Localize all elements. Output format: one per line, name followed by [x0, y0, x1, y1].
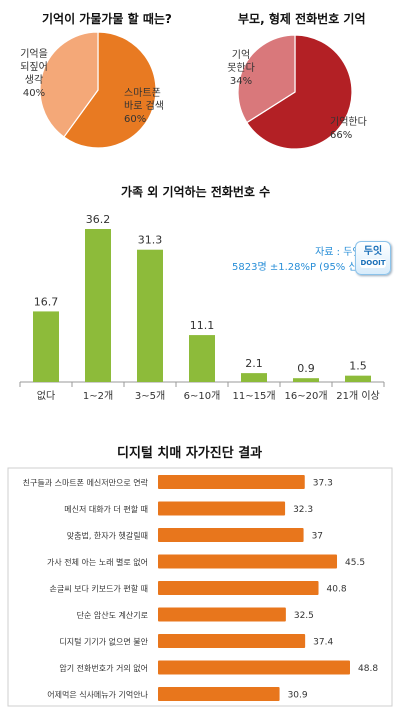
hbar-value-label: 30.9	[288, 691, 308, 701]
hbar-bar	[158, 634, 306, 648]
hbar-bar	[158, 554, 338, 569]
vbar-bar	[33, 311, 59, 382]
pie2-value-label: 66%	[330, 130, 352, 141]
hbar-value-label: 45.5	[345, 558, 365, 568]
pie1-slice-label: 기억을	[20, 48, 48, 60]
source-line2: 5823명 ±1.28%P (95% 신뢰수준)	[232, 262, 390, 273]
pie2-slice	[246, 34, 353, 150]
hbar-bar	[158, 501, 286, 516]
hbar-category-label: 맞춤법, 한자가 헷갈릴때	[67, 531, 148, 541]
vbar-category-label: 3~5개	[135, 390, 165, 402]
dooit-logo-subtext: DOOIT	[360, 259, 386, 268]
hbar-bar	[158, 581, 319, 595]
vbar-bar	[241, 373, 267, 382]
hbar-bar	[158, 687, 280, 701]
pie-chart-memory-lapse: 기억이 가물가물 할 때는? 스마트폰 바로 검색 60% 기억을 되짚어 생각 40%	[0, 0, 400, 150]
vbar-value-label: 36.2	[86, 213, 111, 226]
hbar-value-label: 32.3	[293, 505, 313, 515]
hbar-bar	[158, 660, 350, 675]
pie1-value-label: 40%	[23, 88, 45, 99]
hbar-category-label: 디지털 기기가 없으면 불안	[59, 637, 148, 647]
vbar-value-label: 16.7	[34, 295, 59, 308]
vbar-value-label: 11.1	[190, 319, 215, 332]
pie1-slice	[39, 31, 99, 138]
vbar-bar	[189, 335, 215, 382]
pie1-slice-label: 생각	[25, 74, 43, 86]
hbar-frame	[7, 467, 393, 707]
dooit-logo: 두잇 DOOIT	[355, 241, 391, 275]
vbar-bar	[345, 375, 371, 382]
hbar-category-label: 손글씨 보다 키보드가 편할 때	[50, 584, 149, 594]
hbar-value-label: 37.3	[313, 479, 333, 489]
vbar-value-label: 1.5	[349, 360, 367, 373]
vbar-value-label: 2.1	[245, 357, 263, 370]
hbar-bar	[158, 528, 304, 542]
hbar-bar	[158, 475, 305, 489]
vbar-value-label: 31.3	[138, 234, 163, 247]
hbar-category-label: 가사 전체 아는 노래 별로 없어	[47, 557, 148, 567]
vbar-category-label: 없다	[37, 389, 55, 402]
hbar-bar	[158, 607, 286, 622]
vbar-bar	[137, 249, 163, 382]
vbar-category-label: 6~10개	[184, 390, 221, 402]
pie-chart-family-phone: 부모, 형제 전화번호 기억 기억한다 66% 기억 못한다 34%	[0, 0, 400, 150]
dooit-logo-text: 두잇	[363, 246, 383, 257]
pie1-slice-label: 바로 검색	[124, 100, 164, 112]
hbar-value-label: 32.5	[294, 611, 314, 621]
hbar-category-label: 친구들과 스마트폰 메신저만으로 연락	[23, 478, 149, 488]
pie2-value-label: 34%	[230, 76, 252, 87]
pie2-slice	[237, 34, 296, 124]
vbar-bar	[85, 229, 111, 382]
pie1-slice-label: 되짚어	[20, 61, 48, 73]
pie2-slice-label: 못한다	[227, 62, 255, 74]
vbar-value-label: 0.9	[297, 362, 315, 375]
hbar-category-label: 암기 전화번호가 거의 없어	[59, 663, 148, 673]
hbar-value-label: 37	[312, 532, 323, 542]
bar-chart-phone-numbers: 가족 외 기억하는 전화번호 수	[0, 170, 400, 420]
vbar-category-label: 11~15개	[232, 390, 275, 402]
pie2-slice-label: 기억	[232, 49, 250, 61]
vbar-category-label: 21개 이상	[336, 390, 380, 402]
hbar-category-label: 메신저 대화가 더 편할 때	[64, 504, 148, 514]
hbar-chart-digital-dementia: 디지털 치매 자가진단 결과	[0, 430, 400, 712]
source-line1: 자료 : 두잇서베이	[315, 247, 390, 258]
vbar-bar	[293, 378, 319, 382]
pie1-value-label: 60%	[124, 114, 146, 125]
hbar-value-label: 48.8	[358, 664, 378, 674]
pie2-title: 부모, 형제 전화번호 기억	[238, 12, 366, 26]
hbar-value-label: 37.4	[313, 638, 333, 648]
pie1-slice-label: 스마트폰	[124, 87, 161, 99]
vbar-category-label: 16~20개	[284, 390, 327, 402]
hbar-category-label: 어제먹은 식사메뉴가 기억안나	[47, 690, 148, 700]
pie1-title: 기억이 가물가물 할 때는?	[42, 12, 172, 26]
vbar-category-label: 1~2개	[83, 390, 113, 402]
pie2-slice-label: 기억한다	[330, 116, 367, 128]
hbar-category-label: 단순 암산도 계산기로	[77, 610, 148, 620]
hbar-chart-title: 디지털 치매 자가진단 결과	[117, 446, 263, 461]
bar-chart-title: 가족 외 기억하는 전화번호 수	[121, 185, 271, 199]
pie1-slice	[63, 31, 157, 149]
source-note: 자료 : 두잇서베이 5823명 ±1.28%P (95% 신뢰수준)	[232, 243, 389, 273]
hbar-value-label: 40.8	[327, 585, 347, 595]
